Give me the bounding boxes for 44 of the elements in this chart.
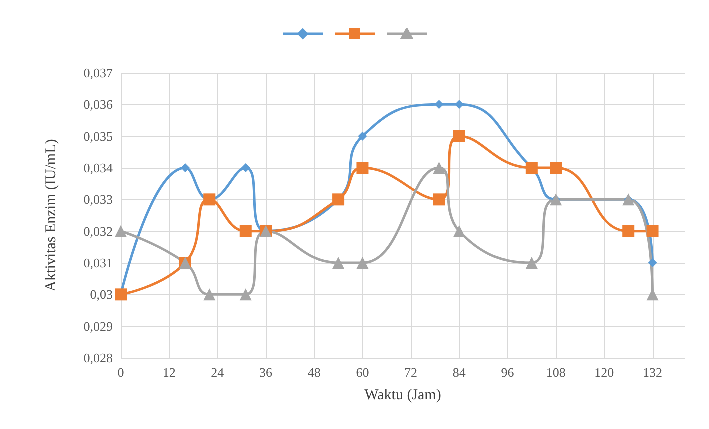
y-tick-label: 0,036 <box>84 97 114 112</box>
y-tick-label: 0,037 <box>84 66 114 80</box>
x-tick-label: 12 <box>162 365 176 380</box>
point <box>356 162 369 174</box>
y-tick-label: 0,032 <box>84 224 113 239</box>
point <box>433 162 446 174</box>
x-tick-label: 132 <box>643 365 663 380</box>
x-tick-label: 72 <box>404 365 418 380</box>
y-tick-label: 0,033 <box>84 192 113 208</box>
y-tick-label: 0,029 <box>84 318 113 334</box>
point <box>332 257 345 269</box>
point <box>115 225 127 238</box>
x-tick-label: 36 <box>260 365 274 380</box>
x-axis-title: Waktu (Jam) <box>364 388 442 404</box>
x-tick-label: 96 <box>501 365 515 380</box>
point <box>453 130 466 142</box>
x-tick-label: 0 <box>118 365 124 380</box>
point <box>240 288 252 301</box>
x-tick-label: 120 <box>594 365 614 380</box>
y-tick-label: 0,034 <box>84 160 114 176</box>
point <box>240 225 252 238</box>
x-tick-label: 84 <box>452 365 466 380</box>
y-tick-label: 0,03 <box>90 287 113 302</box>
point <box>453 225 466 238</box>
point <box>646 225 659 238</box>
point <box>434 100 444 110</box>
y-axis-title: Aktivitas Enzim (IU/mL) <box>44 139 60 292</box>
x-tick-label: 108 <box>546 365 566 380</box>
y-tick-label: 0,035 <box>84 128 113 144</box>
x-tick-label: 60 <box>356 365 370 380</box>
point <box>433 194 446 206</box>
point <box>356 257 369 269</box>
point <box>204 288 216 301</box>
point <box>180 164 190 172</box>
point <box>526 257 538 269</box>
y-tick-label: 0,028 <box>84 350 113 366</box>
y-tick-label: 0,031 <box>84 256 113 270</box>
point <box>241 164 250 172</box>
point <box>550 162 562 174</box>
x-tick-label: 48 <box>308 365 321 380</box>
point <box>622 225 635 238</box>
x-tick-label: 24 <box>211 365 225 380</box>
point <box>648 258 658 268</box>
point <box>358 132 368 141</box>
